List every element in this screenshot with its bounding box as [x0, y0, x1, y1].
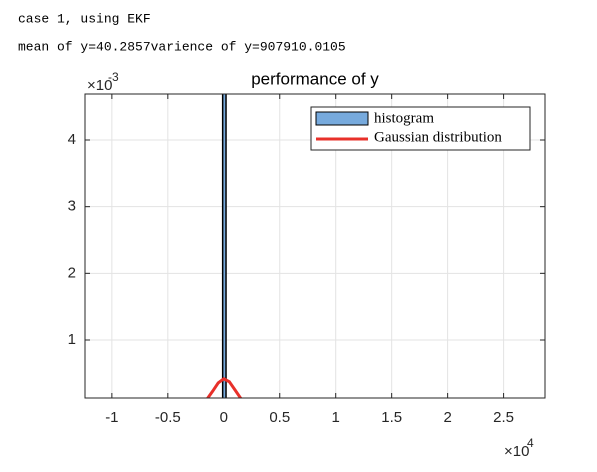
y-exponent-base: ×10	[87, 77, 112, 94]
x-exponent-power: 4	[527, 436, 534, 450]
x-tick-label: 2	[443, 409, 451, 426]
console-line: mean of y=40.2857varience of y=907910.01…	[18, 39, 346, 54]
x-tick-label: -0.5	[155, 409, 181, 426]
legend-swatch	[315, 111, 369, 126]
y-tick-label: 2	[68, 264, 76, 281]
x-tick-label: 1	[332, 409, 340, 426]
x-tick-label: 0	[220, 409, 228, 426]
axes-box	[84, 93, 546, 399]
x-exponent-base: ×10	[504, 443, 529, 460]
x-tick-label: 1.5	[381, 409, 402, 426]
console-line: case 1, using EKF	[18, 11, 151, 26]
legend-label: Gaussian distribution	[374, 129, 502, 145]
histogram-bar	[221, 94, 227, 398]
x-tick-label: 0.5	[269, 409, 290, 426]
y-tick-label: 4	[68, 131, 76, 148]
y-exponent-power: -3	[108, 70, 119, 84]
y-tick-label: 3	[68, 198, 76, 215]
legend-label: histogram	[374, 110, 434, 126]
y-tick-label: 1	[68, 331, 76, 348]
x-tick-label: -1	[105, 409, 118, 426]
chart-title: performance of y	[251, 69, 379, 88]
distribution-line	[205, 377, 243, 398]
x-tick-label: 2.5	[493, 409, 514, 426]
